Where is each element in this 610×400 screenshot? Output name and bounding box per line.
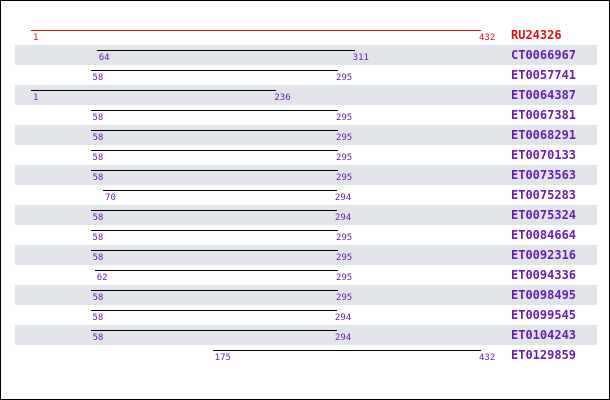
alignment-row: 58 294 ET0075324	[15, 205, 597, 225]
alignment-row: 70 294 ET0075283	[15, 185, 597, 205]
sequence-id-link[interactable]: ET0104243	[511, 328, 577, 342]
alignment-row: 58 295 ET0084664	[15, 225, 597, 245]
alignment-span-line	[90, 210, 337, 211]
span-start-number: 58	[92, 293, 104, 303]
alignment-row: 1 236 ET0064387	[15, 85, 597, 105]
alignment-row: 58 294 ET0099545	[15, 305, 597, 325]
sequence-id-link[interactable]: ET0099545	[511, 308, 577, 322]
alignment-span-line	[94, 270, 338, 271]
sequence-id-link[interactable]: ET0098495	[511, 288, 577, 302]
sequence-id-link[interactable]: ET0094336	[511, 268, 577, 282]
reference-row: 1 432 RU24326	[15, 25, 597, 45]
sequence-id-link[interactable]: CT0066967	[511, 48, 577, 62]
span-end-number: 294	[334, 313, 352, 323]
alignment-row: 58 294 ET0104243	[15, 325, 597, 345]
span-start-number: 58	[92, 133, 104, 143]
reference-span-line	[31, 30, 481, 31]
span-end-number: 295	[335, 293, 353, 303]
span-start-number: 58	[92, 113, 104, 123]
span-end-number: 295	[335, 113, 353, 123]
sequence-id-link[interactable]: ET0064387	[511, 88, 577, 102]
span-end-number: 295	[335, 173, 353, 183]
span-start-number: 58	[92, 233, 104, 243]
sequence-id-link[interactable]: ET0129859	[511, 348, 577, 362]
alignment-span-line	[90, 310, 337, 311]
span-start-number: 58	[92, 333, 104, 343]
sequence-id-link[interactable]: ET0057741	[511, 68, 577, 82]
sequence-id-link[interactable]: ET0075324	[511, 208, 577, 222]
span-start-number: 58	[92, 153, 104, 163]
span-end-number: 294	[334, 193, 352, 203]
alignment-span-line	[90, 290, 338, 291]
alignment-span-line	[90, 110, 338, 111]
sequence-id-link[interactable]: ET0084664	[511, 228, 577, 242]
sequence-id-link[interactable]: ET0075283	[511, 188, 577, 202]
alignment-span-line	[90, 150, 338, 151]
alignment-row: 58 295 ET0068291	[15, 125, 597, 145]
span-end-number: 295	[335, 233, 353, 243]
alignment-span-line	[90, 170, 338, 171]
span-end-number: 295	[335, 153, 353, 163]
span-start-number: 58	[92, 213, 104, 223]
alignment-span-line	[90, 230, 338, 231]
span-end-number: 294	[334, 333, 352, 343]
span-start-number: 175	[214, 353, 231, 363]
span-end-number: 432	[479, 353, 496, 363]
alignment-span-line	[212, 350, 481, 351]
alignment-row: 58 295 ET0092316	[15, 245, 597, 265]
span-end-number: 236	[274, 93, 291, 103]
reference-id-link[interactable]: RU24326	[511, 28, 562, 42]
alignment-span-line	[96, 50, 355, 51]
span-end-number: 311	[352, 53, 369, 63]
span-end-number: 294	[334, 213, 352, 223]
span-end-number: 295	[335, 133, 353, 143]
span-start-number: 58	[92, 73, 104, 83]
span-start-number: 64	[98, 53, 110, 63]
span-start-number: 58	[92, 253, 104, 263]
span-end-number: 295	[335, 73, 353, 83]
sequence-id-link[interactable]: ET0070133	[511, 148, 577, 162]
alignment-row: 58 295 ET0073563	[15, 165, 597, 185]
alignment-row: 58 295 ET0098495	[15, 285, 597, 305]
span-end-number: 295	[335, 273, 353, 283]
sequence-id-link[interactable]: ET0068291	[511, 128, 577, 142]
sequence-id-link[interactable]: ET0073563	[511, 168, 577, 182]
sequence-id-link[interactable]: ET0092316	[511, 248, 577, 262]
alignment-span-line	[90, 330, 337, 331]
span-end-number: 432	[479, 33, 496, 43]
span-end-number: 295	[335, 253, 353, 263]
span-start-number: 1	[33, 33, 39, 43]
alignment-span-line	[90, 70, 338, 71]
alignment-span-line	[90, 250, 338, 251]
alignment-span-line	[103, 190, 337, 191]
alignment-row: 64 311 CT0066967	[15, 45, 597, 65]
span-start-number: 1	[33, 93, 39, 103]
alignment-row: 175 432 ET0129859	[15, 345, 597, 365]
sequence-id-link[interactable]: ET0067381	[511, 108, 577, 122]
span-start-number: 62	[96, 273, 108, 283]
alignment-row: 58 295 ET0070133	[15, 145, 597, 165]
span-start-number: 58	[92, 173, 104, 183]
span-start-number: 58	[92, 313, 104, 323]
alignment-row: 58 295 ET0057741	[15, 65, 597, 85]
alignment-row: 58 295 ET0067381	[15, 105, 597, 125]
alignment-row: 62 295 ET0094336	[15, 265, 597, 285]
alignment-span-line	[31, 90, 277, 91]
alignment-span-line	[90, 130, 338, 131]
span-start-number: 70	[105, 193, 116, 203]
